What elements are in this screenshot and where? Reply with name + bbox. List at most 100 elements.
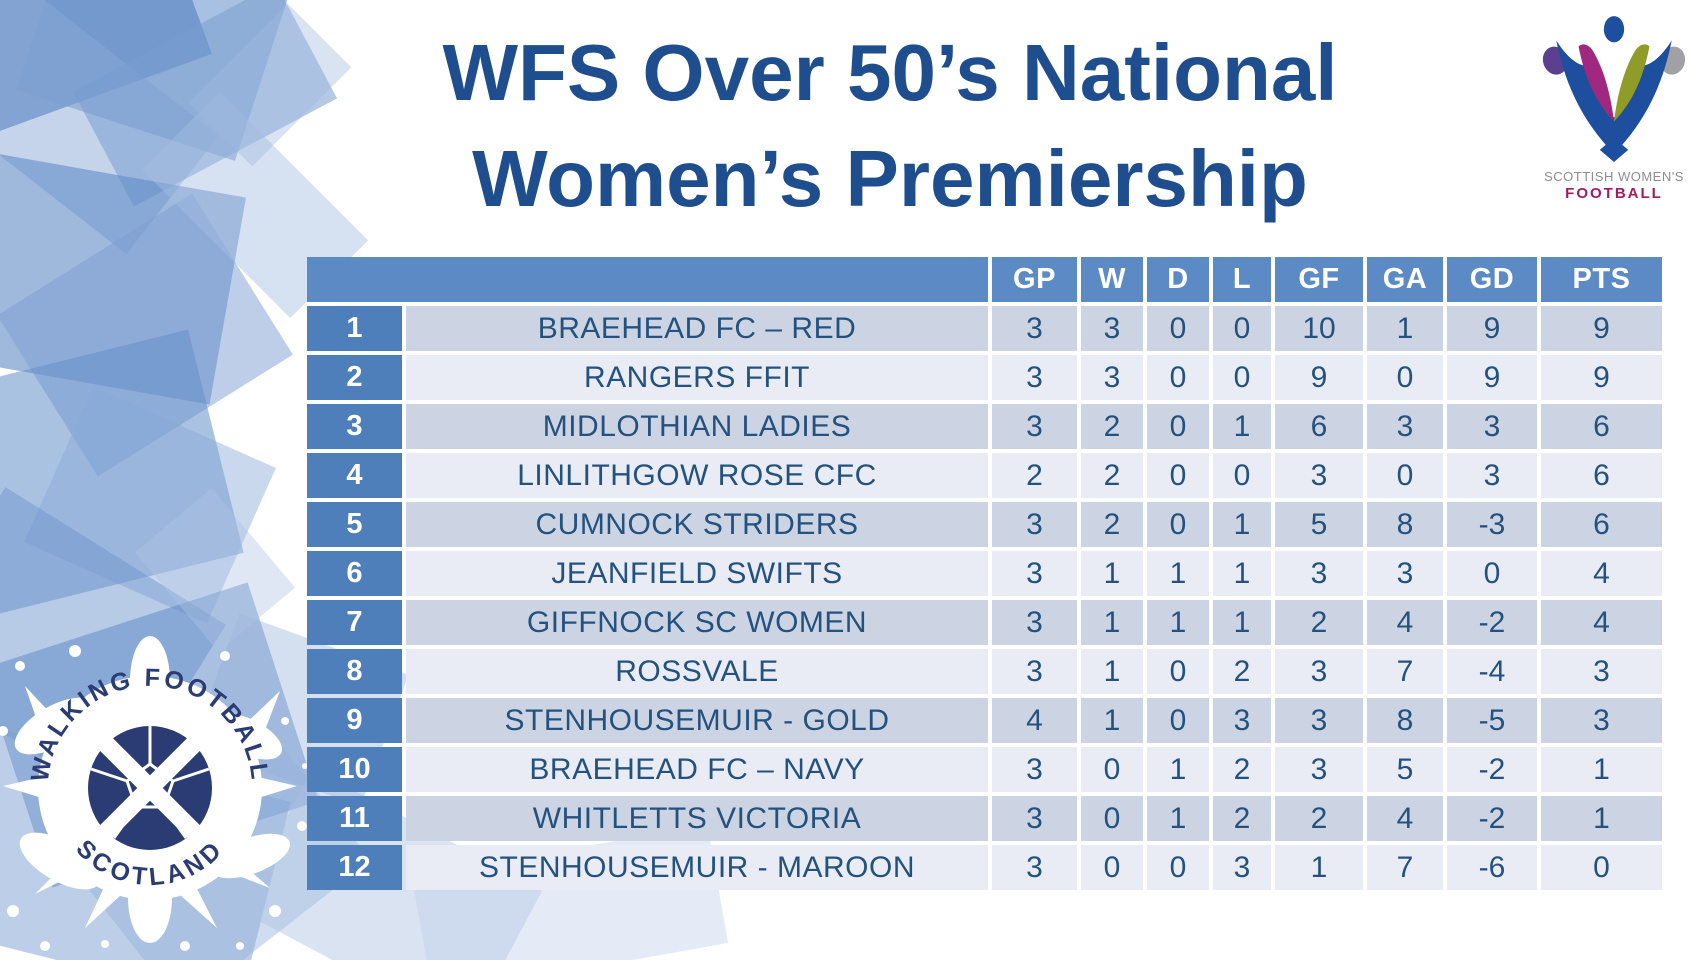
cell-l: 1	[1213, 551, 1271, 596]
cell-team: GIFFNOCK SC WOMEN	[406, 600, 988, 645]
cell-team: WHITLETTS VICTORIA	[406, 796, 988, 841]
cell-w: 0	[1081, 845, 1143, 890]
cell-team: MIDLOTHIAN LADIES	[406, 404, 988, 449]
cell-w: 0	[1081, 747, 1143, 792]
cell-pts: 9	[1541, 355, 1662, 400]
cell-pts: 6	[1541, 453, 1662, 498]
cell-gp: 3	[992, 796, 1077, 841]
cell-gp: 3	[992, 502, 1077, 547]
cell-gf: 1	[1275, 845, 1363, 890]
cell-pts: 1	[1541, 747, 1662, 792]
cell-gp: 3	[992, 747, 1077, 792]
cell-w: 3	[1081, 355, 1143, 400]
cell-gp: 3	[992, 404, 1077, 449]
cell-pos: 2	[307, 355, 402, 400]
cell-gd: 0	[1447, 551, 1537, 596]
table-row: 2 RANGERS FFIT 3 3 0 0 9 0 9 9	[307, 355, 1662, 400]
cell-ga: 8	[1367, 698, 1443, 743]
cell-w: 1	[1081, 551, 1143, 596]
saltire-icon	[87, 725, 213, 851]
cell-w: 1	[1081, 600, 1143, 645]
cell-pos: 4	[307, 453, 402, 498]
col-header-ga: GA	[1367, 257, 1443, 302]
cell-ga: 1	[1367, 306, 1443, 351]
cell-w: 2	[1081, 404, 1143, 449]
cell-l: 2	[1213, 649, 1271, 694]
cell-gd: -5	[1447, 698, 1537, 743]
cell-pts: 6	[1541, 404, 1662, 449]
cell-pos: 9	[307, 698, 402, 743]
cell-pts: 3	[1541, 698, 1662, 743]
cell-gf: 2	[1275, 600, 1363, 645]
table-row: 11 WHITLETTS VICTORIA 3 0 1 2 2 4 -2 1	[307, 796, 1662, 841]
cell-team: STENHOUSEMUIR - MAROON	[406, 845, 988, 890]
header-spacer	[307, 257, 988, 302]
cell-w: 3	[1081, 306, 1143, 351]
cell-gd: 3	[1447, 404, 1537, 449]
cell-ga: 0	[1367, 453, 1443, 498]
cell-gd: 3	[1447, 453, 1537, 498]
cell-team: LINLITHGOW ROSE CFC	[406, 453, 988, 498]
cell-l: 3	[1213, 845, 1271, 890]
cell-gf: 3	[1275, 698, 1363, 743]
table-row: 7 GIFFNOCK SC WOMEN 3 1 1 1 2 4 -2 4	[307, 600, 1662, 645]
cell-d: 1	[1147, 551, 1209, 596]
cell-gd: 9	[1447, 355, 1537, 400]
cell-ga: 8	[1367, 502, 1443, 547]
cell-ga: 5	[1367, 747, 1443, 792]
cell-pos: 1	[307, 306, 402, 351]
cell-team: RANGERS FFIT	[406, 355, 988, 400]
cell-l: 0	[1213, 355, 1271, 400]
cell-w: 1	[1081, 698, 1143, 743]
cell-gd: -3	[1447, 502, 1537, 547]
cell-d: 0	[1147, 649, 1209, 694]
cell-gd: -2	[1447, 796, 1537, 841]
cell-pos: 5	[307, 502, 402, 547]
cell-team: STENHOUSEMUIR - GOLD	[406, 698, 988, 743]
table-row: 6 JEANFIELD SWIFTS 3 1 1 1 3 3 0 4	[307, 551, 1662, 596]
cell-d: 0	[1147, 845, 1209, 890]
col-header-w: W	[1081, 257, 1143, 302]
page-title: WFS Over 50’s National Women’s Premiersh…	[320, 20, 1460, 233]
cell-w: 2	[1081, 502, 1143, 547]
cell-w: 1	[1081, 649, 1143, 694]
cell-gf: 5	[1275, 502, 1363, 547]
swf-emblem-icon	[1542, 16, 1686, 162]
cell-team: JEANFIELD SWIFTS	[406, 551, 988, 596]
cell-d: 0	[1147, 502, 1209, 547]
cell-ga: 3	[1367, 404, 1443, 449]
col-header-gd: GD	[1447, 257, 1537, 302]
table-row: 3 MIDLOTHIAN LADIES 3 2 0 1 6 3 3 6	[307, 404, 1662, 449]
cell-d: 1	[1147, 747, 1209, 792]
standings-table: GP W D L GF GA GD PTS 1 BRAEHEAD FC – RED 3 3 0 0 10 1…	[303, 253, 1666, 894]
cell-l: 1	[1213, 404, 1271, 449]
cell-gf: 3	[1275, 453, 1363, 498]
title-line1: WFS Over 50’s National	[442, 28, 1338, 117]
cell-l: 1	[1213, 502, 1271, 547]
cell-l: 0	[1213, 306, 1271, 351]
cell-w: 2	[1081, 453, 1143, 498]
cell-gd: -6	[1447, 845, 1537, 890]
cell-ga: 3	[1367, 551, 1443, 596]
cell-pos: 7	[307, 600, 402, 645]
cell-ga: 7	[1367, 649, 1443, 694]
cell-team: CUMNOCK STRIDERS	[406, 502, 988, 547]
cell-ga: 4	[1367, 600, 1443, 645]
cell-gp: 2	[992, 453, 1077, 498]
cell-team: BRAEHEAD FC – NAVY	[406, 747, 988, 792]
cell-gp: 4	[992, 698, 1077, 743]
cell-l: 2	[1213, 796, 1271, 841]
cell-pts: 0	[1541, 845, 1662, 890]
table-row: 9 STENHOUSEMUIR - GOLD 4 1 0 3 3 8 -5 3	[307, 698, 1662, 743]
cell-gd: -2	[1447, 600, 1537, 645]
cell-gf: 9	[1275, 355, 1363, 400]
cell-d: 0	[1147, 355, 1209, 400]
cell-pts: 9	[1541, 306, 1662, 351]
swf-caption-line2: FOOTBALL	[1565, 185, 1663, 202]
col-header-gf: GF	[1275, 257, 1363, 302]
col-header-d: D	[1147, 257, 1209, 302]
cell-ga: 0	[1367, 355, 1443, 400]
cell-gd: -2	[1447, 747, 1537, 792]
cell-pts: 3	[1541, 649, 1662, 694]
